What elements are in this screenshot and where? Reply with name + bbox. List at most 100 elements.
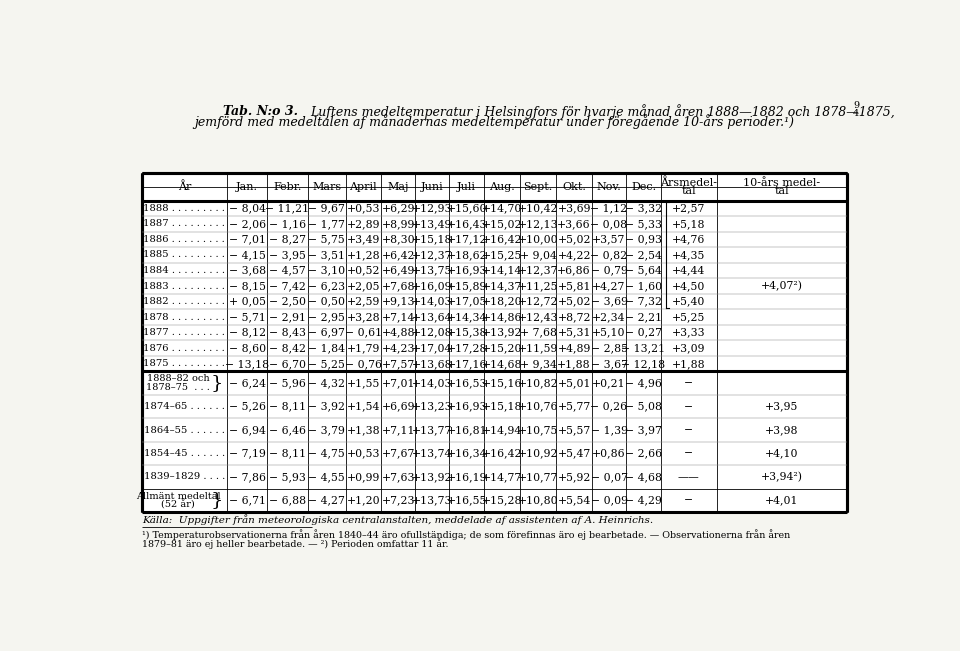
- Text: − 6,70: − 6,70: [269, 359, 306, 368]
- Text: − 5,64: − 5,64: [625, 266, 662, 275]
- Text: − 0,82: − 0,82: [590, 250, 628, 260]
- Text: − 8,27: − 8,27: [269, 234, 306, 244]
- Text: − 6,71: − 6,71: [228, 495, 266, 505]
- Text: ¹) Temperaturobservationerna från åren 1840–44 äro ofullständiga; de som förefin: ¹) Temperaturobservationerna från åren 1…: [142, 529, 790, 540]
- Text: +4,76: +4,76: [672, 234, 706, 244]
- Text: Källa:  Uppgifter från meteorologiska centralanstalten, meddelade af assistenten: Källa: Uppgifter från meteorologiska cen…: [142, 514, 653, 525]
- Text: − 0,08: − 0,08: [590, 219, 628, 229]
- Text: +3,33: +3,33: [672, 327, 706, 338]
- Text: +10,42: +10,42: [517, 203, 559, 214]
- Text: − 4,75: − 4,75: [308, 449, 345, 458]
- Text: 1883 . . . . . . . . .: 1883 . . . . . . . . .: [143, 281, 226, 290]
- Text: − 13,18: − 13,18: [225, 359, 269, 368]
- Text: − 7,42: − 7,42: [269, 281, 306, 291]
- Text: +7,68: +7,68: [381, 281, 415, 291]
- Text: − 4,29: − 4,29: [625, 495, 662, 505]
- Text: Nov.: Nov.: [597, 182, 621, 191]
- Text: − 7,86: − 7,86: [228, 472, 266, 482]
- Text: − 6,97: − 6,97: [308, 327, 345, 338]
- Text: − 4,27: − 4,27: [308, 495, 345, 505]
- Text: − 5,96: − 5,96: [269, 378, 306, 388]
- Text: +5,01: +5,01: [558, 378, 591, 388]
- Text: +4,89: +4,89: [558, 343, 590, 353]
- Text: +13,77: +13,77: [412, 425, 452, 435]
- Text: +5,92: +5,92: [558, 472, 590, 482]
- Text: +16,09: +16,09: [412, 281, 452, 291]
- Text: − 8,42: − 8,42: [269, 343, 306, 353]
- Text: − 0,26: − 0,26: [590, 402, 628, 411]
- Text: − 1,16: − 1,16: [269, 219, 306, 229]
- Text: +3,28: +3,28: [347, 312, 380, 322]
- Text: +3,69: +3,69: [558, 203, 591, 214]
- Text: Jan.: Jan.: [236, 182, 258, 191]
- Text: +14,34: +14,34: [446, 312, 487, 322]
- Text: − 2,54: − 2,54: [625, 250, 662, 260]
- Text: + 0,05: + 0,05: [228, 297, 266, 307]
- Text: +13,75: +13,75: [412, 266, 452, 275]
- Text: +3,66: +3,66: [558, 219, 591, 229]
- Text: − 4,96: − 4,96: [625, 378, 662, 388]
- Text: − 5,75: − 5,75: [308, 234, 345, 244]
- Text: + 9,04: + 9,04: [519, 250, 557, 260]
- Text: +1,55: +1,55: [347, 378, 380, 388]
- Text: − 7,19: − 7,19: [228, 449, 266, 458]
- Text: Aug.: Aug.: [490, 182, 515, 191]
- Text: +12,37: +12,37: [412, 250, 452, 260]
- Text: +5,25: +5,25: [672, 312, 706, 322]
- Text: +10,00: +10,00: [517, 234, 559, 244]
- Text: +2,05: +2,05: [347, 281, 380, 291]
- Text: +17,28: +17,28: [446, 343, 487, 353]
- Text: +4,35: +4,35: [672, 250, 706, 260]
- Text: +5,47: +5,47: [558, 449, 590, 458]
- Text: − 6,24: − 6,24: [228, 378, 266, 388]
- Text: +1,20: +1,20: [347, 495, 380, 505]
- Text: 1888 . . . . . . . . .: 1888 . . . . . . . . .: [143, 204, 226, 213]
- Text: 1878–75  . . .: 1878–75 . . .: [146, 383, 210, 393]
- Text: +1,88: +1,88: [672, 359, 706, 368]
- Text: + 7,68: + 7,68: [519, 327, 557, 338]
- Text: − 5,71: − 5,71: [228, 312, 266, 322]
- Text: 10-års medel-: 10-års medel-: [743, 178, 821, 188]
- Text: − 1,84: − 1,84: [308, 343, 345, 353]
- Text: − 8,43: − 8,43: [269, 327, 306, 338]
- Text: +5,02: +5,02: [558, 297, 591, 307]
- Text: − 7,01: − 7,01: [228, 234, 266, 244]
- Text: − 2,95: − 2,95: [308, 312, 345, 322]
- Text: − 0,07: − 0,07: [590, 472, 628, 482]
- Text: − 5,26: − 5,26: [228, 402, 266, 411]
- Text: − 3,10: − 3,10: [308, 266, 345, 275]
- Text: +15,20: +15,20: [482, 343, 522, 353]
- Text: −: −: [684, 495, 693, 505]
- Text: − 0,76: − 0,76: [345, 359, 382, 368]
- Text: +17,12: +17,12: [446, 234, 487, 244]
- Text: − 6,23: − 6,23: [308, 281, 345, 291]
- Text: 1864–55 . . . . . .: 1864–55 . . . . . .: [144, 426, 225, 434]
- Text: +12,13: +12,13: [517, 219, 559, 229]
- Text: +12,72: +12,72: [517, 297, 559, 307]
- Text: +0,53: +0,53: [347, 203, 380, 214]
- Text: Sept.: Sept.: [523, 182, 553, 191]
- Text: (52 år): (52 år): [161, 499, 195, 509]
- Text: +14,70: +14,70: [482, 203, 522, 214]
- Text: +7,14: +7,14: [381, 312, 415, 322]
- Text: tal: tal: [682, 186, 696, 195]
- Text: − 9,67: − 9,67: [308, 203, 345, 214]
- Text: +10,82: +10,82: [517, 378, 559, 388]
- Text: − 1,12: − 1,12: [590, 203, 628, 214]
- Text: − 3,68: − 3,68: [228, 266, 266, 275]
- Text: +12,43: +12,43: [517, 312, 559, 322]
- Text: +3,09: +3,09: [672, 343, 706, 353]
- Text: +7,01: +7,01: [381, 378, 415, 388]
- Text: +0,86: +0,86: [592, 449, 626, 458]
- Text: 4: 4: [853, 109, 859, 118]
- Text: 1878 . . . . . . . . .: 1878 . . . . . . . . .: [143, 312, 226, 322]
- Text: − 6,46: − 6,46: [269, 425, 306, 435]
- Text: +5,02: +5,02: [558, 234, 591, 244]
- Text: +10,77: +10,77: [518, 472, 559, 482]
- Text: +3,57: +3,57: [592, 234, 626, 244]
- Text: +4,50: +4,50: [672, 281, 706, 291]
- Text: +0,21: +0,21: [592, 378, 626, 388]
- Text: +14,03: +14,03: [412, 297, 452, 307]
- Text: − 0,61: − 0,61: [345, 327, 382, 338]
- Text: − 3,69: − 3,69: [590, 297, 628, 307]
